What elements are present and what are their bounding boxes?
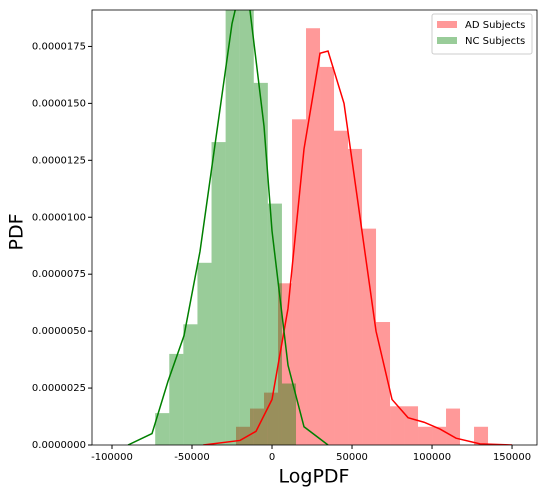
histogram-bar	[320, 66, 335, 445]
histogram-bar	[404, 406, 419, 445]
y-axis-label: PDF	[6, 213, 28, 250]
y-tick-label: 0.0000100	[32, 212, 86, 223]
histogram-bar	[376, 322, 391, 445]
histogram-bar	[390, 406, 405, 445]
y-tick-label: 0.0000050	[32, 326, 86, 337]
kde-line	[127, 10, 329, 445]
histogram-bar	[239, 10, 254, 445]
y-tick-label: 0.0000025	[32, 383, 86, 394]
y-tick-label: 0.0000150	[32, 98, 86, 109]
histogram-bar	[474, 426, 489, 445]
x-tick-label: 150000	[493, 452, 531, 463]
histogram-bar	[362, 228, 377, 445]
x-tick-label: 50000	[336, 452, 368, 463]
histogram-bar	[432, 426, 447, 445]
histogram-bar	[348, 148, 363, 445]
histogram-bar	[446, 408, 461, 445]
histogram-bar	[418, 426, 433, 445]
x-axis-label: LogPDF	[279, 466, 350, 488]
legend-box	[431, 13, 533, 55]
histogram-bar	[225, 10, 240, 445]
histogram-bar	[155, 413, 170, 445]
x-tick-label: 0	[269, 452, 275, 463]
y-tick-label: 0.0000000	[32, 440, 86, 451]
x-tick-label: -100000	[91, 452, 133, 463]
histogram-bar	[183, 324, 198, 445]
plot-frame	[91, 9, 538, 446]
histogram-bar	[281, 383, 297, 445]
kde-line	[203, 50, 513, 445]
histogram-bar	[292, 119, 307, 445]
histogram-bar	[278, 283, 293, 445]
legend-label: NC Subjects	[465, 36, 525, 47]
histogram-bar	[306, 28, 321, 445]
histogram-bar	[211, 142, 226, 445]
histogram-bar	[197, 262, 212, 445]
histogram-bar	[253, 82, 268, 445]
histogram-bar	[169, 353, 184, 445]
legend-swatch	[437, 37, 457, 44]
histogram-bar	[267, 203, 282, 445]
legend-swatch	[437, 21, 457, 28]
x-tick-label: -50000	[174, 452, 209, 463]
histogram-bar	[250, 408, 265, 445]
x-tick-label: 100000	[413, 452, 451, 463]
histogram-bar	[264, 392, 279, 445]
y-tick-label: 0.0000075	[32, 269, 86, 280]
plot-area	[127, 10, 513, 445]
y-tick-label: 0.0000125	[32, 155, 86, 166]
legend-label: AD Subjects	[465, 20, 525, 31]
y-tick-label: 0.0000175	[32, 41, 86, 52]
histogram-bar	[334, 130, 349, 445]
